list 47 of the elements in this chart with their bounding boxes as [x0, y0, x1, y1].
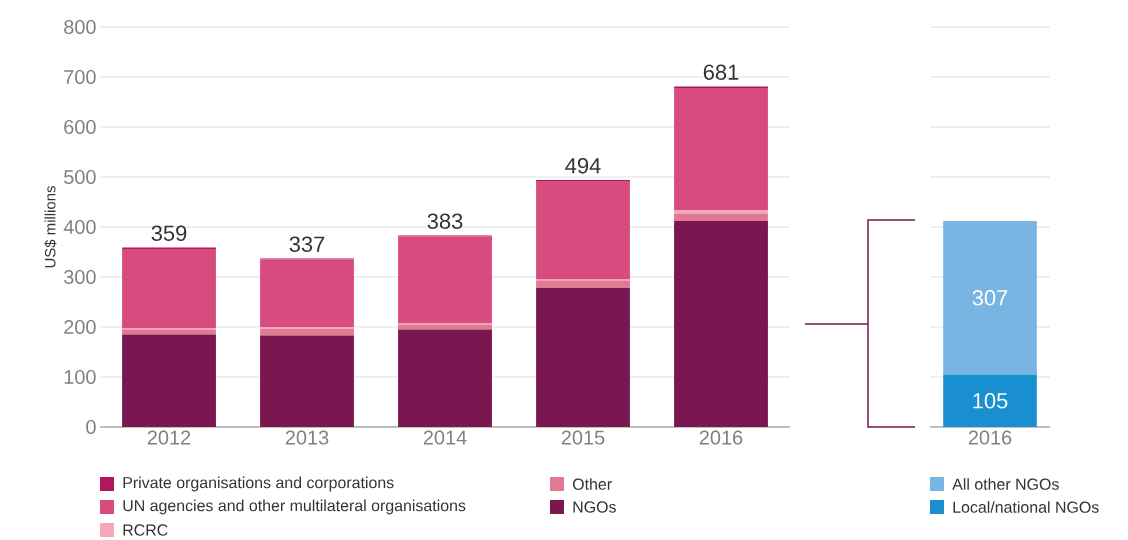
total-label: 359 [151, 225, 187, 241]
bar [536, 280, 630, 288]
y-tick-label: 100 [64, 369, 96, 385]
bar [122, 329, 216, 335]
bar [674, 87, 768, 211]
x-tick-label: 2016 [968, 430, 1012, 445]
bar [398, 329, 492, 427]
y-tick-label: 700 [64, 69, 96, 85]
x-tick-label: 2014 [423, 430, 467, 445]
total-label: 681 [703, 64, 739, 80]
legend-label: UN agencies and other multilateral organisations [123, 499, 466, 515]
y-tick-label: 0 [86, 419, 96, 435]
y-tick-label: 200 [64, 319, 96, 335]
x-tick-label: 2016 [699, 430, 743, 445]
total-label: 383 [427, 213, 463, 229]
bar [674, 213, 768, 221]
y-tick-label: 800 [64, 19, 96, 35]
y-axis-title: US$ millions [44, 186, 57, 268]
bar [260, 259, 354, 327]
bar [398, 236, 492, 324]
bar [674, 220, 768, 427]
y-tick-label: 600 [64, 119, 96, 135]
x-tick-label: 2012 [147, 430, 191, 445]
legend-label: Other [572, 478, 612, 490]
legend-label: Private organisations and corporations [123, 476, 394, 492]
bar [536, 180, 630, 280]
bar [260, 328, 354, 336]
bar [260, 335, 354, 427]
bar [122, 248, 216, 329]
bar [536, 287, 630, 427]
legend-label: Local/national NGOs [953, 501, 1099, 513]
bar [674, 210, 768, 214]
total-label: 494 [565, 157, 601, 174]
y-tick-label: 400 [63, 219, 96, 235]
data-label: 105 [973, 392, 1008, 409]
y-tick-label: 300 [64, 269, 96, 285]
x-tick-label: 2013 [285, 430, 329, 445]
total-label: 337 [289, 236, 325, 252]
x-tick-label: 2015 [561, 430, 605, 445]
bar [260, 326, 354, 329]
legend-label: NGOs [573, 501, 616, 513]
legend-label: All other NGOs [952, 478, 1059, 490]
data-label: 307 [972, 289, 1008, 306]
legend-label: RCRC [123, 524, 168, 536]
y-tick-label: 500 [64, 169, 96, 185]
bar [122, 334, 216, 427]
bar [398, 324, 492, 330]
